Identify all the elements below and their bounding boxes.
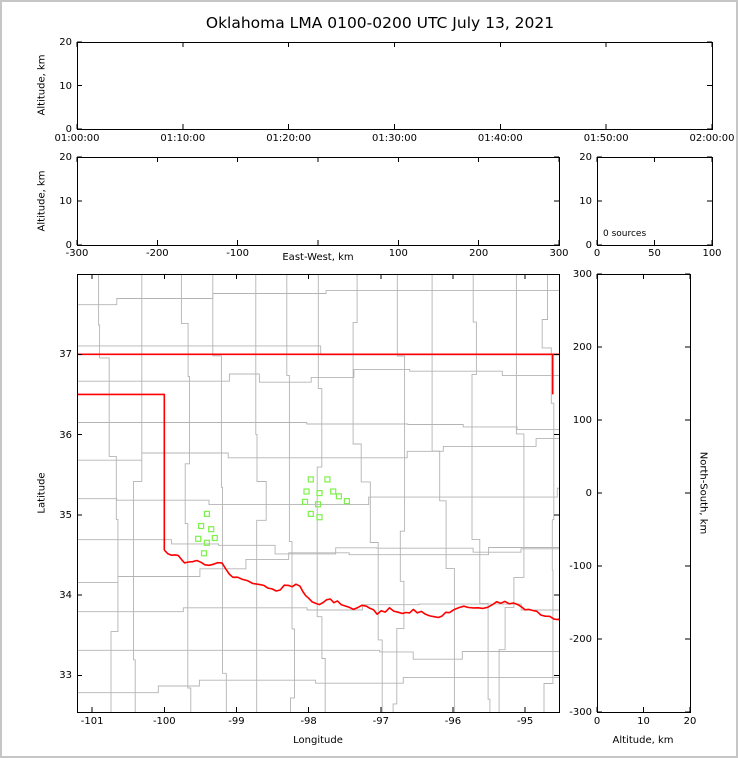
lma-station-marker [195,535,202,542]
count-tick-label: 50 [648,248,661,259]
lma-station-marker [314,501,322,508]
county-boundaries [77,274,559,712]
lma-station-marker [301,498,309,505]
lma-station-marker [343,498,350,505]
longitude-tick-label: -101 [80,716,104,727]
altitude-tick-label: 10 [59,80,72,92]
ns-tick-label: -300 [569,707,592,718]
time-tick-label: 01:30:00 [372,133,417,144]
ns-tick-label: 300 [572,269,592,280]
y-axis-label-map: Latitude [36,472,48,514]
longitude-tick-label: -95 [516,716,534,727]
altitude-tick-label: 20 [683,716,697,727]
sources-count-annotation: 0 sources [603,229,647,239]
x-axis-label-map: Longitude [293,735,343,746]
ns-tick-label: -100 [569,561,592,572]
lma-station-marker [324,476,331,483]
longitude-tick-label: -100 [152,716,176,727]
lma-station-marker [303,488,310,495]
ew-tick-label: -100 [226,248,249,259]
ew-tick-label: 100 [388,248,408,259]
y-axis-label-ns-panel: North-South, km [697,451,709,535]
ns-tick-label: 0 [585,488,592,499]
time-tick-label: 01:20:00 [266,133,312,144]
altitude-tick-label: 20 [579,152,592,163]
time-tick-label: 01:40:00 [477,133,523,144]
lma-station-marker [198,522,205,530]
longitude-tick-label: -99 [228,716,245,727]
latitude-tick-label: 37 [59,349,72,361]
latitude-tick-label: 35 [59,509,72,521]
lma-station-marker [307,510,314,517]
altitude-tick-label: 20 [59,37,72,48]
ew-tick-label: -300 [65,248,89,259]
count-tick-label: 100 [702,248,722,259]
time-tick-label: 01:50:00 [583,133,629,144]
x-axis-label-ns-panel: Altitude, km [612,735,674,746]
altitude-tick-label: 0 [65,240,72,251]
ew-tick-label: 300 [549,248,569,259]
altitude-tick-label: 10 [637,716,650,727]
count-tick-label: 0 [593,248,601,259]
time-tick-label: 01:00:00 [54,133,100,144]
altitude-tick-label: 20 [59,152,72,163]
panel-border-p5 [597,274,691,713]
ns-tick-label: -200 [569,634,592,645]
ns-tick-label: 200 [572,342,592,353]
lma-station-marker [203,510,210,517]
lma-station-marker [335,493,342,500]
altitude-tick-label: 0 [593,716,601,727]
latitude-tick-label: 36 [59,429,72,441]
x-axis-label-ew-panel: East-West, km [282,252,354,263]
figure-title: Oklahoma LMA 0100-0200 UTC July 13, 2021 [205,14,555,32]
oklahoma-state-border [77,353,559,621]
lma-station-marker [307,476,314,483]
lma-station-marker [330,488,337,495]
ew-tick-label: -200 [145,248,169,259]
lma-station-marker [211,534,218,542]
latitude-tick-label: 34 [59,590,72,601]
longitude-tick-label: -98 [300,716,317,727]
time-tick-label: 01:10:00 [160,133,206,144]
latitude-tick-label: 33 [59,670,72,682]
lma-station-marker [208,526,215,533]
lma-station-marker [200,550,208,557]
map-layers [77,274,559,712]
longitude-tick-label: -96 [444,716,462,727]
lma-station-marker [316,514,323,521]
panel-border-p4 [77,274,560,713]
lma-station-marker [316,490,323,497]
altitude-tick-label: 10 [579,196,592,207]
lma-station-marker [203,539,210,546]
ns-tick-label: 100 [572,415,592,426]
altitude-tick-label: 10 [59,196,72,207]
altitude-tick-label: 0 [585,240,592,251]
panel-border-p2 [77,157,560,246]
longitude-tick-label: -97 [372,716,389,727]
time-tick-label: 02:00:00 [689,133,735,144]
ew-tick-label: 200 [469,248,489,259]
altitude-tick-label: 0 [65,124,72,135]
panel-border-p1 [77,42,713,130]
